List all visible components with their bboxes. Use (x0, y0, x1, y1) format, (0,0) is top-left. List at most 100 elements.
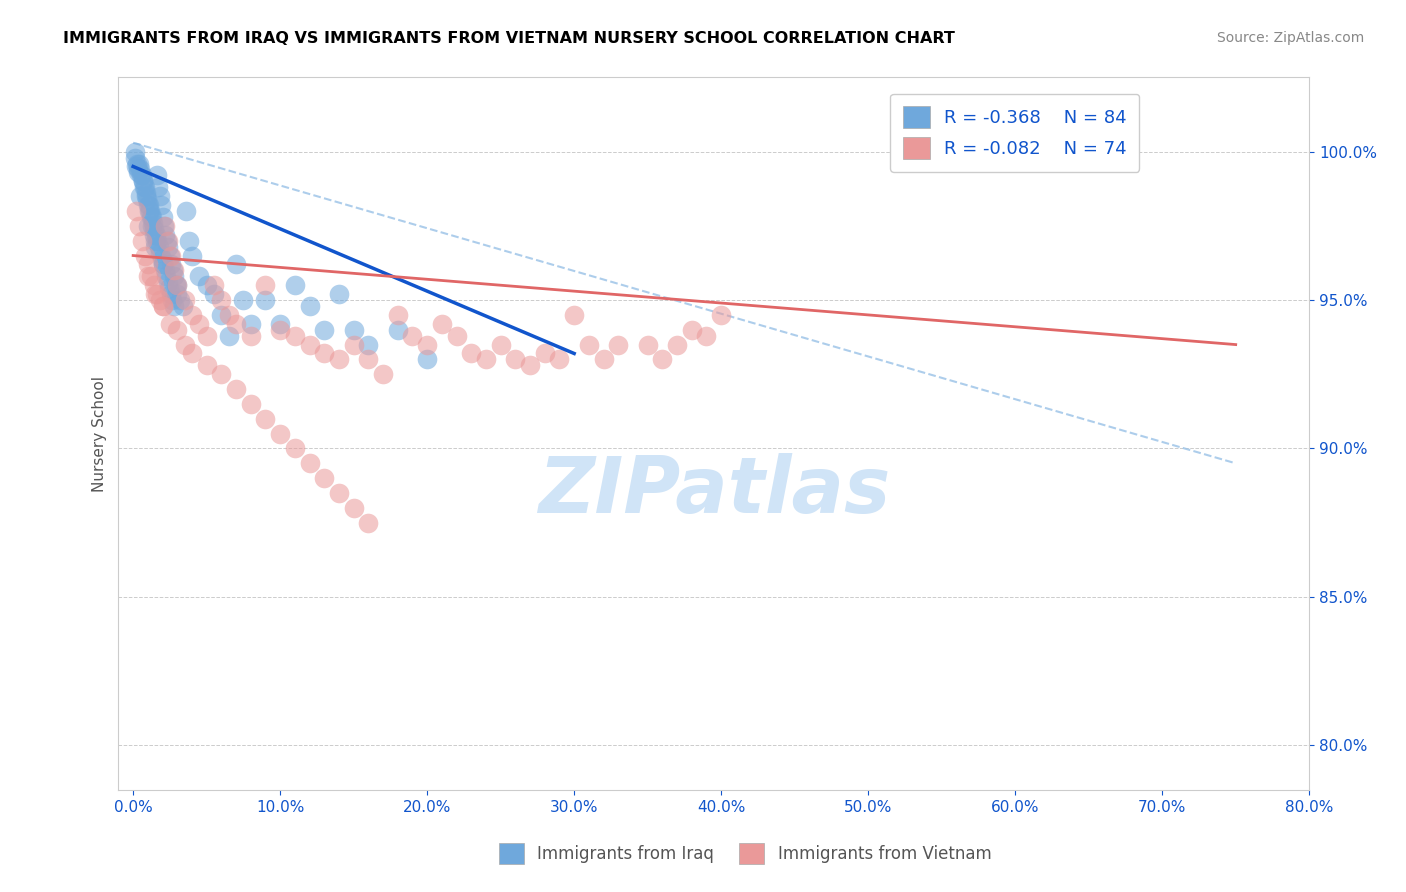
Point (298, 337, 321, 351)
Point (269, 317, 291, 331)
Point (149, 245, 172, 260)
Point (141, 219, 163, 233)
Point (209, 308, 232, 322)
Point (269, 323, 291, 337)
Point (141, 210, 163, 224)
Point (177, 234, 200, 248)
Point (195, 328, 218, 343)
Point (142, 278, 165, 293)
Point (131, 174, 153, 188)
Point (160, 248, 183, 262)
Point (188, 269, 211, 284)
Point (143, 234, 166, 248)
Text: Source: ZipAtlas.com: Source: ZipAtlas.com (1216, 31, 1364, 45)
Point (159, 287, 181, 301)
Point (446, 328, 468, 343)
Point (416, 352, 439, 367)
Point (232, 293, 254, 307)
Point (163, 263, 186, 277)
Point (637, 337, 659, 351)
Point (416, 337, 439, 351)
Point (284, 278, 307, 293)
Point (150, 252, 173, 266)
Point (152, 299, 174, 313)
Point (124, 151, 146, 165)
Point (298, 299, 321, 313)
Point (172, 299, 194, 313)
Point (710, 308, 733, 322)
Y-axis label: Nursery School: Nursery School (93, 376, 107, 491)
Point (475, 352, 498, 367)
Point (489, 337, 512, 351)
Point (156, 275, 179, 289)
Point (146, 234, 169, 248)
Point (225, 257, 247, 271)
Point (202, 287, 225, 301)
Point (254, 412, 277, 426)
Point (163, 269, 186, 284)
Point (343, 500, 366, 515)
Point (225, 382, 247, 396)
Point (162, 263, 184, 277)
Point (128, 219, 150, 233)
Point (460, 346, 482, 360)
Point (695, 328, 717, 343)
Point (343, 337, 366, 351)
Point (181, 248, 204, 262)
Point (136, 192, 159, 206)
Point (173, 337, 195, 351)
Point (152, 210, 174, 224)
Point (195, 278, 218, 293)
Point (129, 189, 152, 203)
Point (145, 169, 167, 183)
Point (401, 328, 423, 343)
Point (125, 156, 148, 170)
Point (129, 169, 152, 183)
Point (343, 323, 366, 337)
Point (127, 165, 149, 179)
Point (156, 234, 179, 248)
Point (195, 359, 218, 373)
Point (149, 293, 172, 307)
Point (357, 352, 380, 367)
Point (225, 317, 247, 331)
Point (607, 337, 630, 351)
Point (139, 269, 162, 284)
Point (371, 368, 394, 382)
Point (157, 234, 180, 248)
Point (239, 317, 262, 331)
Point (146, 180, 169, 194)
Point (239, 328, 262, 343)
Point (157, 239, 180, 253)
Point (136, 219, 159, 233)
Point (592, 352, 614, 367)
Point (174, 204, 197, 219)
Legend: Immigrants from Iraq, Immigrants from Vietnam: Immigrants from Iraq, Immigrants from Vi… (492, 837, 998, 871)
Point (125, 160, 148, 174)
Point (145, 287, 167, 301)
Point (155, 227, 177, 242)
Point (139, 204, 162, 219)
Point (152, 299, 174, 313)
Point (127, 162, 149, 177)
Point (1107, 145, 1129, 159)
Point (136, 269, 159, 284)
Point (159, 317, 181, 331)
Point (166, 278, 188, 293)
Point (129, 162, 152, 177)
Point (254, 278, 277, 293)
Point (188, 317, 211, 331)
Point (157, 281, 180, 295)
Point (254, 293, 277, 307)
Point (298, 456, 321, 470)
Point (169, 293, 191, 307)
Point (142, 216, 165, 230)
Point (143, 287, 166, 301)
Point (218, 328, 240, 343)
Point (181, 346, 204, 360)
Point (284, 328, 307, 343)
Point (138, 198, 160, 212)
Point (162, 299, 184, 313)
Point (143, 239, 166, 253)
Point (387, 308, 409, 322)
